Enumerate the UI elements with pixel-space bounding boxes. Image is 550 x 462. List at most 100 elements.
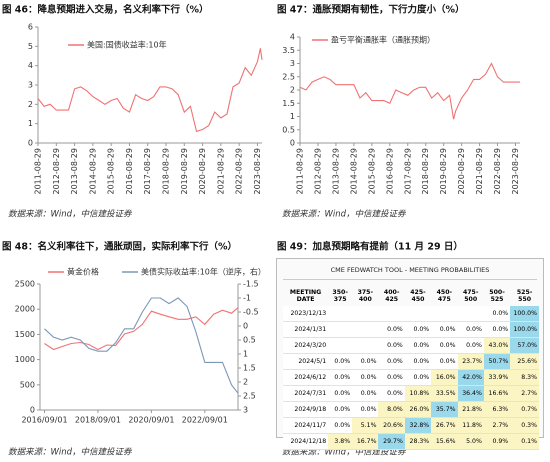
- y2-tick-label: 0.5: [243, 336, 256, 345]
- x-tick-label: 2019-08-29: [180, 148, 189, 195]
- series-line: [44, 297, 239, 394]
- probability-cell: 8.3%: [510, 369, 539, 386]
- probability-cell: 0.0%: [378, 369, 405, 386]
- probability-cell: 0.0%: [352, 369, 379, 386]
- x-tick-label: 2015-08-29: [367, 148, 376, 195]
- y-tick-label: 4: [28, 61, 33, 70]
- probability-cell: 16.0%: [431, 369, 458, 386]
- y-tick-label: 1: [28, 119, 33, 128]
- probability-cell: 0.3%: [510, 417, 539, 434]
- x-tick-label: 2016-08-29: [125, 148, 134, 195]
- figure-caption: 图 48：名义利率往下，通胀顽固，实际利率下行（%）: [2, 241, 237, 253]
- x-tick-label: 2018-08-29: [161, 148, 170, 195]
- probability-cell: 0.9%: [483, 433, 511, 450]
- x-tick-label: 2012-08-29: [52, 148, 61, 195]
- meeting-date: 2024/5/1: [283, 353, 329, 370]
- y2-tick-label: 2: [243, 378, 248, 387]
- probability-cell: 100.0%: [510, 321, 539, 338]
- probability-cell: 21.8%: [457, 401, 484, 418]
- probability-cell: 0.0%: [352, 401, 379, 418]
- source-note: 数据来源：Wind，中信建投证券: [8, 447, 133, 458]
- probability-cell: [352, 337, 379, 354]
- probability-cell: 0.0%: [404, 337, 432, 354]
- probability-cell: 0.0%: [483, 306, 511, 322]
- y-tick-label: 5: [28, 42, 33, 51]
- probability-cell: 0.0%: [378, 353, 405, 370]
- column-header: 525-550: [516, 289, 533, 303]
- x-tick-label: 2021-08-29: [216, 148, 225, 195]
- probability-cell: 35.7%: [431, 401, 458, 418]
- y-tick-label: 3: [28, 81, 33, 90]
- probability-cell: [378, 306, 405, 322]
- probability-cell: 0.0%: [378, 321, 405, 338]
- meeting-date: 2024/7/31: [283, 385, 329, 402]
- table-row: 2024/7/31 0.0% 0.0% 0.0% 10.8% 33.5% 36.4% 16.6…: [283, 385, 539, 402]
- table-title: CME FEDWATCH TOOL - MEETING PROBABILITIE…: [283, 261, 537, 280]
- fedwatch-table: CME FEDWATCH TOOL - MEETING PROBABILITIE…: [276, 258, 544, 450]
- y-tick-label: 3.5: [282, 46, 295, 55]
- table-row: 2024/9/18 0.0% 0.0% 8.0% 26.0% 35.7% 21.8% 6.3%…: [283, 401, 539, 418]
- meeting-date: 2024/3/20: [283, 337, 329, 354]
- probability-cell: 0.0%: [431, 353, 458, 370]
- y-tick-label: 1000: [15, 355, 35, 364]
- probability-cell: 0.0%: [328, 353, 353, 370]
- series-line: [44, 307, 239, 351]
- table-row: 2024/3/20 0.0% 0.0% 0.0% 0.0% 43.0% 57.0%: [283, 337, 539, 354]
- probability-cell: 100.0%: [510, 306, 539, 322]
- y-tick-label: 1500: [15, 330, 35, 339]
- y-tick-label: 500: [20, 380, 35, 389]
- legend-label: 美债实际收益率:10年（逆序，右）: [141, 267, 266, 277]
- x-tick-label: 2017-08-29: [143, 148, 152, 195]
- meeting-date: 2024/1/31: [283, 321, 329, 338]
- probability-cell: 0.0%: [378, 385, 405, 402]
- probability-cell: 36.4%: [457, 385, 484, 402]
- source-note: 数据来源：Wind，中信建投证券: [282, 447, 407, 458]
- table-row: 2023/12/13 0.0% 100.0%: [283, 306, 539, 322]
- probability-cell: 0.0%: [328, 401, 353, 418]
- source-note: 数据来源：Wind，中信建投证券: [8, 209, 133, 220]
- x-tick-label: 2011-08-29: [34, 148, 43, 195]
- column-header: 500-525: [489, 289, 505, 303]
- probability-cell: 6.3%: [483, 401, 511, 418]
- probability-cell: 57.0%: [510, 337, 539, 354]
- column-header: 475-500: [462, 289, 479, 303]
- probability-cell: 8.0%: [378, 401, 405, 418]
- y2-tick-label: -1.5: [243, 280, 259, 289]
- probability-cell: 26.7%: [431, 417, 458, 434]
- probability-cell: 2.7%: [510, 385, 539, 402]
- meeting-date: 2024/11/7: [283, 417, 329, 434]
- probability-cell: 2.7%: [483, 417, 511, 434]
- y2-tick-label: -1: [243, 294, 251, 303]
- header-row: MEETING DATE 350-375 375-400 400-425 425-450…: [283, 286, 539, 306]
- y-tick-label: 0: [290, 139, 295, 148]
- source-note: 数据来源：Wind，中信建投证券: [282, 209, 407, 220]
- meeting-date: 2024/6/12: [283, 369, 329, 386]
- y-tick-label: 1: [290, 112, 295, 121]
- series-line: [37, 48, 263, 133]
- y-tick-label: 2500: [15, 280, 35, 289]
- probability-cell: [404, 306, 432, 322]
- x-tick-label: 2020/09/01: [128, 416, 174, 425]
- x-tick-label: 2022/09/01: [182, 416, 228, 425]
- y-tick-label: 2: [28, 100, 33, 109]
- x-tick-label: 2013-08-29: [70, 148, 79, 195]
- y-tick-label: 0: [28, 139, 33, 148]
- x-tick-label: 2013-08-29: [331, 148, 340, 195]
- x-tick-label: 2021-08-29: [475, 148, 484, 195]
- probability-cell: 15.6%: [431, 433, 458, 450]
- probability-cell: 0.0%: [457, 321, 484, 338]
- x-tick-label: 2019-08-29: [439, 148, 448, 195]
- column-header: 350-375: [332, 289, 348, 303]
- probability-cell: 26.0%: [404, 401, 432, 418]
- probability-cell: 0.0%: [328, 417, 353, 434]
- y-tick-label: 2: [290, 86, 295, 95]
- probability-cell: 28.3%: [404, 433, 432, 450]
- figure-caption: 图 46：降息预期进入交易，名义利率下行（%）: [2, 4, 209, 16]
- y2-tick-label: 2.5: [243, 392, 256, 401]
- probability-cell: [457, 306, 484, 322]
- probability-cell: 0.0%: [404, 369, 432, 386]
- y2-tick-label: 0: [243, 322, 248, 331]
- table-row: 2024/5/1 0.0% 0.0% 0.0% 0.0% 0.0% 23.7% 50.7% 25…: [283, 353, 539, 370]
